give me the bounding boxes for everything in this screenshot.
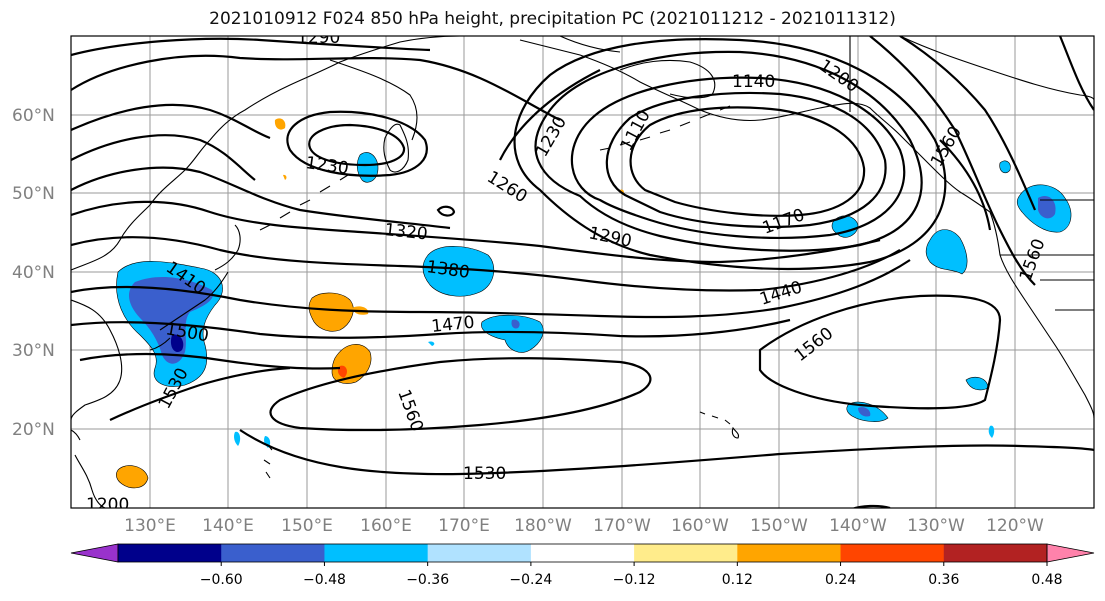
colorbar-segment bbox=[221, 544, 325, 562]
lon-label: 140°E bbox=[202, 516, 254, 536]
colorbar-tick-label: 0.24 bbox=[825, 572, 856, 588]
latitude-labels: 60°N 50°N 40°N 30°N 20°N bbox=[12, 106, 55, 440]
lon-label: 170°E bbox=[438, 516, 490, 536]
contour-label: 1470 bbox=[430, 313, 475, 337]
colorbar-segment bbox=[737, 544, 842, 562]
lat-label: 60°N bbox=[12, 106, 55, 126]
colorbar-extend-max bbox=[1046, 543, 1095, 563]
lat-label: 40°N bbox=[12, 263, 55, 283]
lon-label: 170°W bbox=[593, 516, 651, 536]
contour-label: 1320 bbox=[383, 220, 428, 244]
lon-label: 160°E bbox=[360, 516, 412, 536]
lon-label: 130°W bbox=[907, 516, 965, 536]
colorbar-segment bbox=[840, 544, 945, 562]
colorbar-segment bbox=[634, 544, 738, 562]
colorbar-tick-label: −0.48 bbox=[303, 572, 346, 588]
lat-label: 20°N bbox=[12, 420, 55, 440]
colorbar-tick-label: 0.12 bbox=[722, 572, 753, 588]
colorbar-segment bbox=[118, 544, 222, 562]
longitude-labels: 130°E 140°E 150°E 160°E 170°E 180°W 170°… bbox=[124, 516, 1044, 536]
colorbar-tick-label: −0.36 bbox=[406, 572, 449, 588]
lon-label: 160°W bbox=[671, 516, 729, 536]
map-border bbox=[70, 35, 1095, 509]
contour-label: 1530 bbox=[463, 464, 506, 484]
coastlines bbox=[71, 36, 1094, 508]
lon-label: 140°W bbox=[829, 516, 887, 536]
lon-label: 120°W bbox=[986, 516, 1044, 536]
colorbar-tick-label: −0.24 bbox=[509, 572, 552, 588]
colorbar-tick-label: −0.60 bbox=[200, 572, 243, 588]
colorbar-segment bbox=[530, 544, 635, 562]
contour-label: 1290 bbox=[297, 28, 340, 48]
colorbar-extend-min bbox=[70, 543, 119, 563]
lat-label: 30°N bbox=[12, 341, 55, 361]
height-contours bbox=[71, 36, 1094, 508]
lon-label: 180°W bbox=[514, 516, 572, 536]
lat-label: 50°N bbox=[12, 184, 55, 204]
colorbar-tick-label: −0.12 bbox=[613, 572, 656, 588]
map-title: 2021010912 F024 850 hPa height, precipit… bbox=[209, 9, 896, 29]
colorbar-border bbox=[117, 543, 1048, 563]
colorbar-tick-label: 0.48 bbox=[1031, 572, 1062, 588]
lon-label: 130°E bbox=[124, 516, 176, 536]
colorbar: −0.60 −0.48 −0.36 −0.24 −0.12 0.12 0.24 0.36 0.4… bbox=[70, 543, 1095, 588]
colorbar-segment bbox=[324, 544, 429, 562]
lon-label: 150°W bbox=[750, 516, 808, 536]
contour-label: 1200 bbox=[86, 495, 129, 515]
lon-label: 150°E bbox=[281, 516, 333, 536]
colorbar-segment bbox=[427, 544, 532, 562]
colorbar-segment bbox=[943, 544, 1048, 562]
contour-label: 1140 bbox=[732, 72, 775, 92]
colorbar-tick-label: 0.36 bbox=[928, 572, 959, 588]
